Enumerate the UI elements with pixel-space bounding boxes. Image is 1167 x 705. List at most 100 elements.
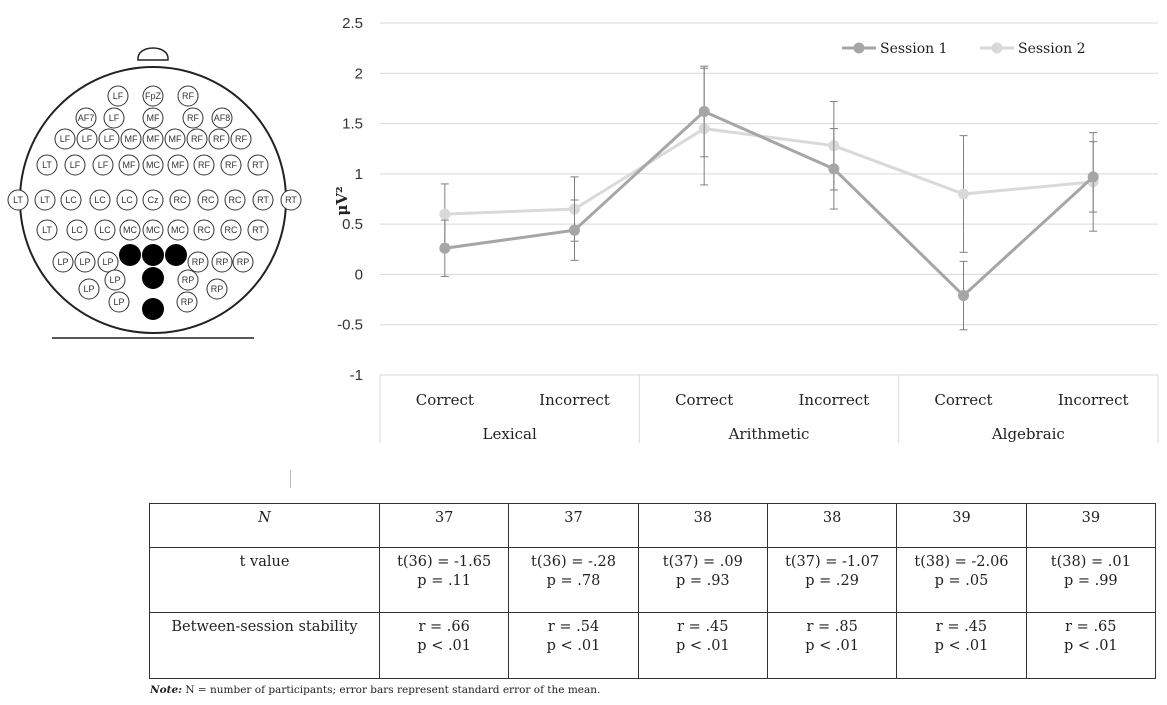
highlighted-electrode xyxy=(165,244,187,266)
electrode-circle xyxy=(187,251,209,273)
p-value: p = .99 xyxy=(1063,573,1118,590)
electrode-label: LF xyxy=(82,134,93,144)
table-cell: 37 xyxy=(378,502,510,549)
t-stat: t(38) = -2.06 xyxy=(914,554,1009,571)
series-line xyxy=(444,127,1094,216)
electrode: RT xyxy=(247,219,269,241)
electrode: RP xyxy=(187,251,209,273)
x-tick-label: Incorrect xyxy=(1058,391,1129,409)
electrode-label: RC xyxy=(229,195,242,205)
electrode: LT xyxy=(34,189,56,211)
table-cell: t(36) = -.28 p = .78 xyxy=(508,547,639,613)
electrode-circle xyxy=(52,251,74,273)
r-value: r = .45 xyxy=(677,618,729,635)
highlighted-electrode xyxy=(142,298,164,320)
y-axis-label: μV² xyxy=(333,186,351,215)
p-value: p = .11 xyxy=(417,573,472,590)
electrode-circle xyxy=(94,219,116,241)
x-tick-label: Incorrect xyxy=(798,391,869,409)
electrode-circle xyxy=(54,128,76,150)
electrode-label: LP xyxy=(79,257,90,267)
electrode-label: LT xyxy=(40,195,50,205)
electrode-label: LP xyxy=(83,284,94,294)
statistics-table: N 37 37 38 38 39 39 t value t(36) = -1.6… xyxy=(149,502,1157,680)
electrode-circle xyxy=(120,128,142,150)
electrode-label: LT xyxy=(13,195,23,205)
cell-value: 37 xyxy=(434,510,454,526)
electrode-label: MF xyxy=(123,160,136,170)
electrode: MF xyxy=(118,154,140,176)
electrode-circle xyxy=(220,219,242,241)
electrode-circle xyxy=(182,107,204,129)
y-tick-label: 0 xyxy=(355,266,363,283)
table-cell: r = .54 p < .01 xyxy=(508,611,639,680)
y-tick-label: 2 xyxy=(355,65,363,82)
p-value: p = .29 xyxy=(805,573,859,590)
table-cell: 38 xyxy=(766,502,898,549)
electrode-circle xyxy=(177,85,199,107)
electrode-circle xyxy=(167,154,189,176)
electrode-circle xyxy=(224,189,246,211)
electrode-label: LC xyxy=(99,225,111,235)
table-cell: r = .45 p < .01 xyxy=(896,611,1027,680)
x-tick-label: Correct xyxy=(934,391,992,409)
electrode-circle xyxy=(108,291,130,313)
electrode-label: LF xyxy=(109,113,120,123)
electrode-label: LC xyxy=(65,195,77,205)
electrode: LF xyxy=(103,107,125,129)
electrode-circle xyxy=(118,154,140,176)
x-group-label: Algebraic xyxy=(991,425,1065,443)
r-value: r = .45 xyxy=(935,618,988,635)
p-value: p < .01 xyxy=(417,637,472,654)
electrode-circle xyxy=(142,128,164,150)
p-value: p < .01 xyxy=(1063,637,1118,654)
p-value: p < .01 xyxy=(675,637,730,654)
electrode-circle xyxy=(230,128,252,150)
electrode-circle xyxy=(74,251,96,273)
electrode-circle xyxy=(193,219,215,241)
electrode: LP xyxy=(52,251,74,273)
electrode-label: LP xyxy=(113,297,124,307)
electrode-label: RT xyxy=(252,160,264,170)
electrode-label: RF xyxy=(213,134,225,144)
electrode-circle xyxy=(280,189,302,211)
data-point xyxy=(569,224,580,236)
cell-value: 37 xyxy=(564,510,583,526)
electrode-circle xyxy=(247,219,269,241)
electrode-circle xyxy=(164,128,186,150)
r-value: r = .54 xyxy=(547,618,600,635)
p-value: p = .78 xyxy=(546,573,601,590)
data-point xyxy=(439,242,451,254)
electrode-label: LC xyxy=(71,225,83,235)
electrode: LP xyxy=(97,251,119,273)
table-cell: 39 xyxy=(896,502,1027,549)
electrode: MF xyxy=(120,128,142,150)
electrode: MC xyxy=(142,219,164,241)
electrode-circle xyxy=(142,107,164,129)
electrode: RC xyxy=(197,189,219,211)
electrode-label: MF xyxy=(147,113,160,123)
x-tick-label: Correct xyxy=(675,391,733,409)
electrode-circle xyxy=(107,85,129,107)
electrode: RF xyxy=(220,154,242,176)
data-point xyxy=(439,208,451,220)
y-tick-label: 2.5 xyxy=(342,15,363,32)
electrode-label: RF xyxy=(198,160,210,170)
electrode-label: RC xyxy=(174,195,187,205)
electrode-circle xyxy=(78,278,100,300)
electrode: LC xyxy=(60,189,82,211)
legend-label: Session 1 xyxy=(880,41,948,57)
electrode: LP xyxy=(78,278,100,300)
data-point xyxy=(1087,171,1099,183)
electrode-label: RF xyxy=(235,134,247,144)
electrode: RF xyxy=(177,85,199,107)
electrode: RP xyxy=(211,251,233,273)
electrode: LC xyxy=(66,219,88,241)
electrode-label: RT xyxy=(257,195,269,205)
legend-swatch-marker xyxy=(853,42,865,54)
table-cell: t(38) = -2.06 p = .05 xyxy=(896,547,1027,613)
table-cell: r = .85 p < .01 xyxy=(766,611,898,680)
data-point xyxy=(698,106,710,118)
electrode-circle xyxy=(97,251,119,273)
electrode: FpZ xyxy=(142,85,164,107)
